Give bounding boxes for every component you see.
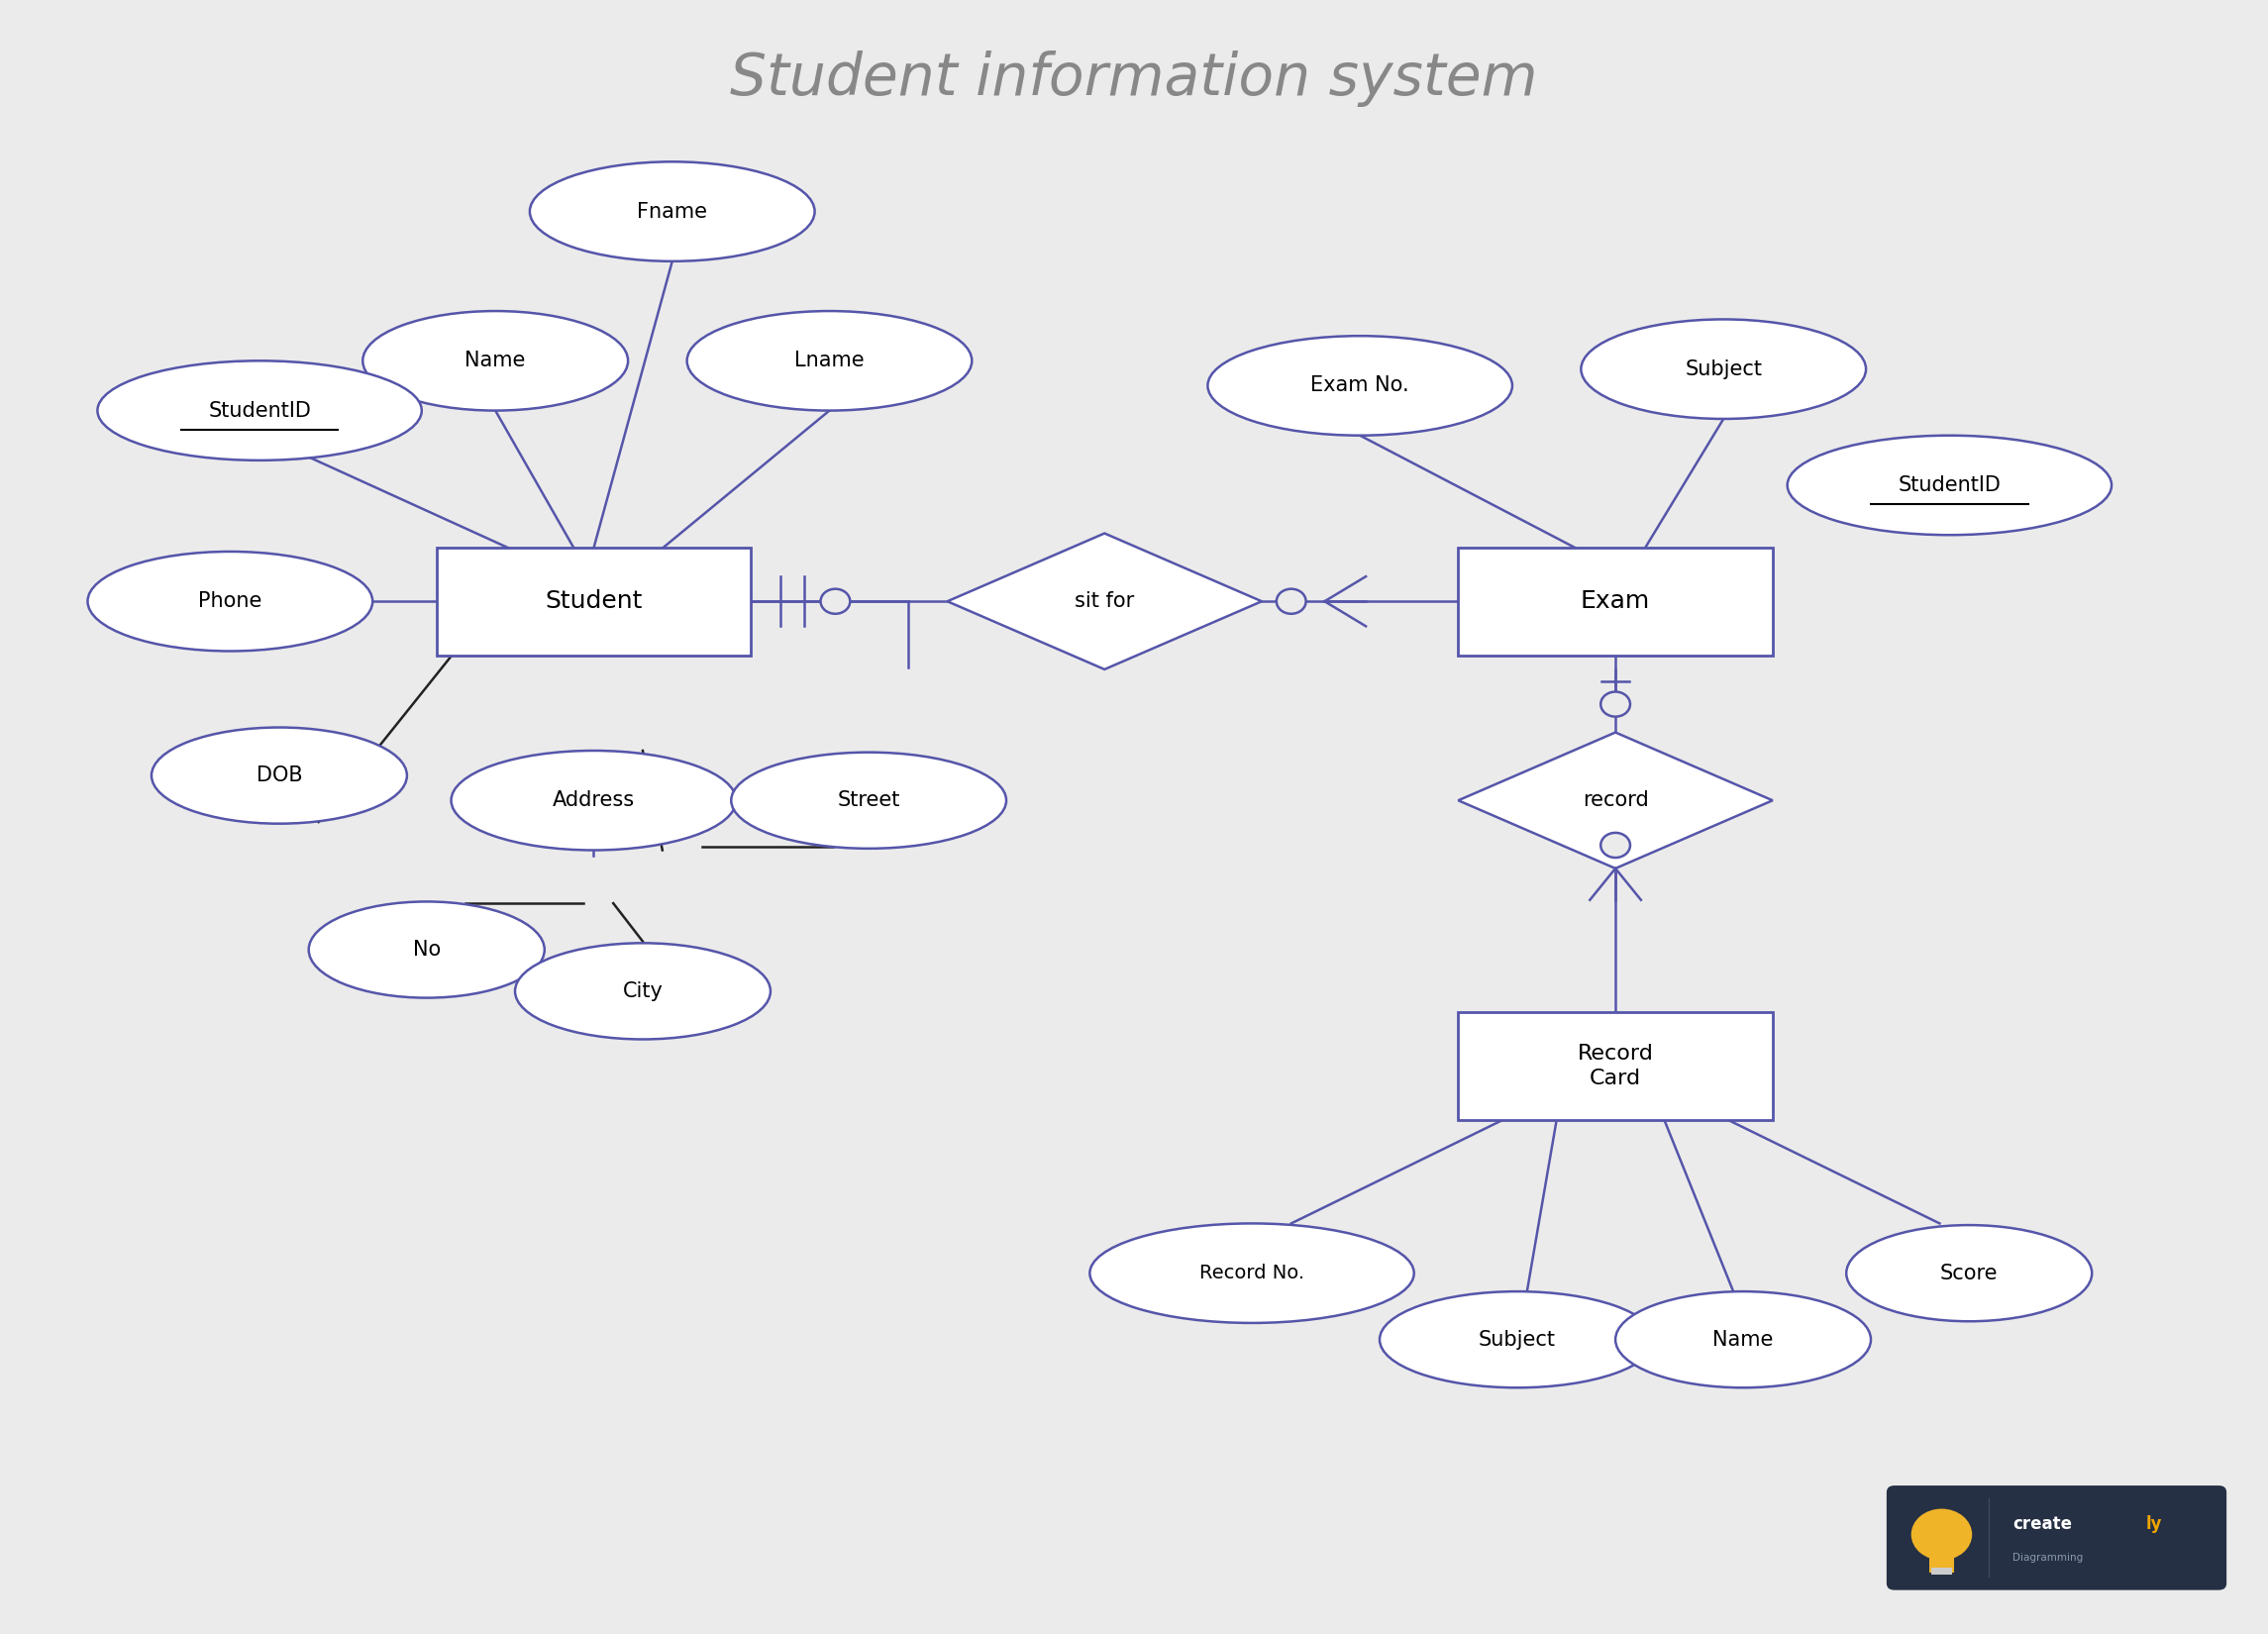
Circle shape bbox=[1912, 1508, 1973, 1560]
Text: Lname: Lname bbox=[794, 351, 864, 371]
Polygon shape bbox=[1458, 732, 1774, 868]
Text: StudentID: StudentID bbox=[209, 400, 311, 420]
Ellipse shape bbox=[1379, 1291, 1656, 1387]
Ellipse shape bbox=[363, 310, 628, 410]
Text: Diagramming: Diagramming bbox=[2012, 1552, 2082, 1562]
Text: Name: Name bbox=[1712, 1330, 1774, 1350]
Text: Name: Name bbox=[465, 351, 526, 371]
Ellipse shape bbox=[1207, 337, 1513, 435]
Text: DOB: DOB bbox=[256, 766, 302, 786]
Circle shape bbox=[1277, 588, 1306, 614]
Text: Exam No.: Exam No. bbox=[1311, 376, 1408, 395]
Circle shape bbox=[1601, 833, 1631, 858]
Text: ly: ly bbox=[2146, 1515, 2161, 1533]
FancyBboxPatch shape bbox=[1458, 1011, 1774, 1119]
Text: sit for: sit for bbox=[1075, 592, 1134, 611]
Text: Phone: Phone bbox=[197, 592, 263, 611]
FancyBboxPatch shape bbox=[435, 547, 751, 655]
Ellipse shape bbox=[152, 727, 406, 824]
FancyBboxPatch shape bbox=[1928, 1556, 1955, 1572]
Text: Student: Student bbox=[544, 590, 642, 613]
Ellipse shape bbox=[730, 752, 1007, 848]
Polygon shape bbox=[948, 533, 1261, 670]
Circle shape bbox=[1601, 691, 1631, 717]
Text: Street: Street bbox=[837, 791, 900, 810]
Text: City: City bbox=[621, 982, 662, 1002]
Text: Record
Card: Record Card bbox=[1576, 1044, 1653, 1088]
Text: Subject: Subject bbox=[1479, 1330, 1556, 1350]
Ellipse shape bbox=[531, 162, 814, 261]
Ellipse shape bbox=[1581, 319, 1867, 418]
Ellipse shape bbox=[451, 750, 737, 850]
Text: record: record bbox=[1583, 791, 1649, 810]
Ellipse shape bbox=[687, 310, 973, 410]
FancyBboxPatch shape bbox=[1458, 547, 1774, 655]
Text: Exam: Exam bbox=[1581, 590, 1651, 613]
Text: Subject: Subject bbox=[1685, 359, 1762, 379]
Text: Fname: Fname bbox=[637, 201, 708, 221]
Text: Score: Score bbox=[1939, 1263, 1998, 1283]
Text: Student information system: Student information system bbox=[730, 51, 1538, 106]
Circle shape bbox=[821, 588, 850, 614]
Text: Address: Address bbox=[553, 791, 635, 810]
Ellipse shape bbox=[308, 902, 544, 998]
Text: Record No.: Record No. bbox=[1200, 1263, 1304, 1283]
Ellipse shape bbox=[98, 361, 422, 461]
Ellipse shape bbox=[1846, 1226, 2091, 1322]
FancyBboxPatch shape bbox=[1930, 1567, 1953, 1574]
Ellipse shape bbox=[88, 552, 372, 650]
Text: No: No bbox=[413, 940, 440, 959]
Ellipse shape bbox=[1091, 1224, 1413, 1324]
Ellipse shape bbox=[1787, 435, 2112, 534]
Text: create: create bbox=[2012, 1515, 2071, 1533]
Ellipse shape bbox=[515, 943, 771, 1039]
FancyBboxPatch shape bbox=[1887, 1485, 2227, 1590]
Ellipse shape bbox=[1615, 1291, 1871, 1387]
Text: StudentID: StudentID bbox=[1898, 475, 2000, 495]
